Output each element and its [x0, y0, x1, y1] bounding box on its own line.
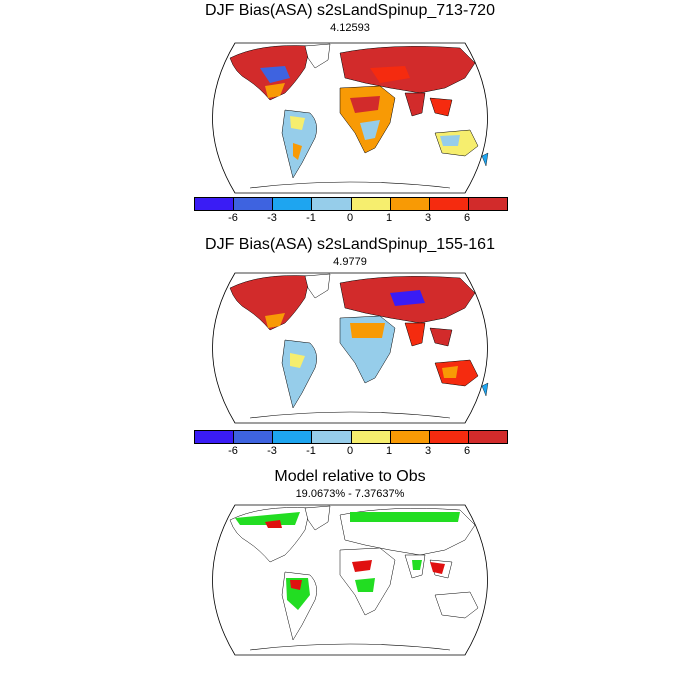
- antarctica-coast: [249, 643, 451, 651]
- land-bias-field: [229, 43, 489, 189]
- colorbar-tick-label: 3: [424, 445, 432, 457]
- colorbar-segment: [429, 431, 469, 443]
- colorbar-segment: [195, 431, 235, 443]
- map-projection-outline: [212, 504, 488, 656]
- colorbar-segment: [312, 431, 352, 443]
- colorbar-tick-label: 0: [346, 212, 354, 224]
- panel-3-map: [212, 504, 488, 656]
- colorbar-segment: [312, 198, 352, 210]
- panel-2-colorbar: [194, 430, 508, 444]
- map-projection-outline: [212, 42, 488, 194]
- colorbar-tick-label: 0: [346, 445, 354, 457]
- map-projection-outline: [212, 272, 488, 424]
- colorbar-segment: [273, 198, 313, 210]
- colorbar-segment: [351, 431, 391, 443]
- colorbar-segment: [468, 198, 507, 210]
- colorbar-segment: [273, 431, 313, 443]
- colorbar-tick-label: -6: [228, 445, 238, 457]
- panel-1-colorbar: [194, 197, 508, 211]
- colorbar-tick-label: -1: [306, 445, 316, 457]
- colorbar-tick-label: 1: [385, 445, 393, 457]
- panel-2-map: [212, 272, 489, 424]
- colorbar-tick-label: 3: [424, 212, 432, 224]
- panel-1-title: DJF Bias(ASA) s2sLandSpinup_713-720: [205, 2, 495, 19]
- panel-1-colorbar-ticks: -6 -3 -1 0 1 3 6: [194, 212, 506, 226]
- worse-skill-regions: [265, 520, 445, 590]
- panel-1-subtitle: 4.12593: [330, 22, 370, 34]
- land-bias-field: [229, 273, 489, 419]
- colorbar-tick-label: 1: [385, 212, 393, 224]
- colorbar-segment: [351, 198, 391, 210]
- colorbar-tick-label: -3: [267, 445, 277, 457]
- panel-2-colorbar-ticks: -6 -3 -1 0 1 3 6: [194, 445, 506, 459]
- panel-1-map: [212, 42, 489, 194]
- colorbar-tick-label: -6: [228, 212, 238, 224]
- colorbar-segment: [429, 198, 469, 210]
- colorbar-tick-label: 6: [463, 445, 471, 457]
- panel-2-subtitle: 4.9779: [333, 256, 367, 268]
- colorbar-segment: [390, 198, 430, 210]
- colorbar-tick-label: -1: [306, 212, 316, 224]
- panel-3-title: Model relative to Obs: [274, 468, 426, 485]
- colorbar-segment: [390, 431, 430, 443]
- colorbar-segment: [468, 431, 507, 443]
- panel-3-subtitle: 19.0673% - 7.37637%: [295, 488, 405, 500]
- colorbar-segment: [234, 198, 274, 210]
- panel-2-title: DJF Bias(ASA) s2sLandSpinup_155-161: [205, 236, 495, 253]
- colorbar-tick-label: 6: [463, 212, 471, 224]
- colorbar-tick-label: -3: [267, 212, 277, 224]
- colorbar-segment: [195, 198, 235, 210]
- colorbar-segment: [234, 431, 274, 443]
